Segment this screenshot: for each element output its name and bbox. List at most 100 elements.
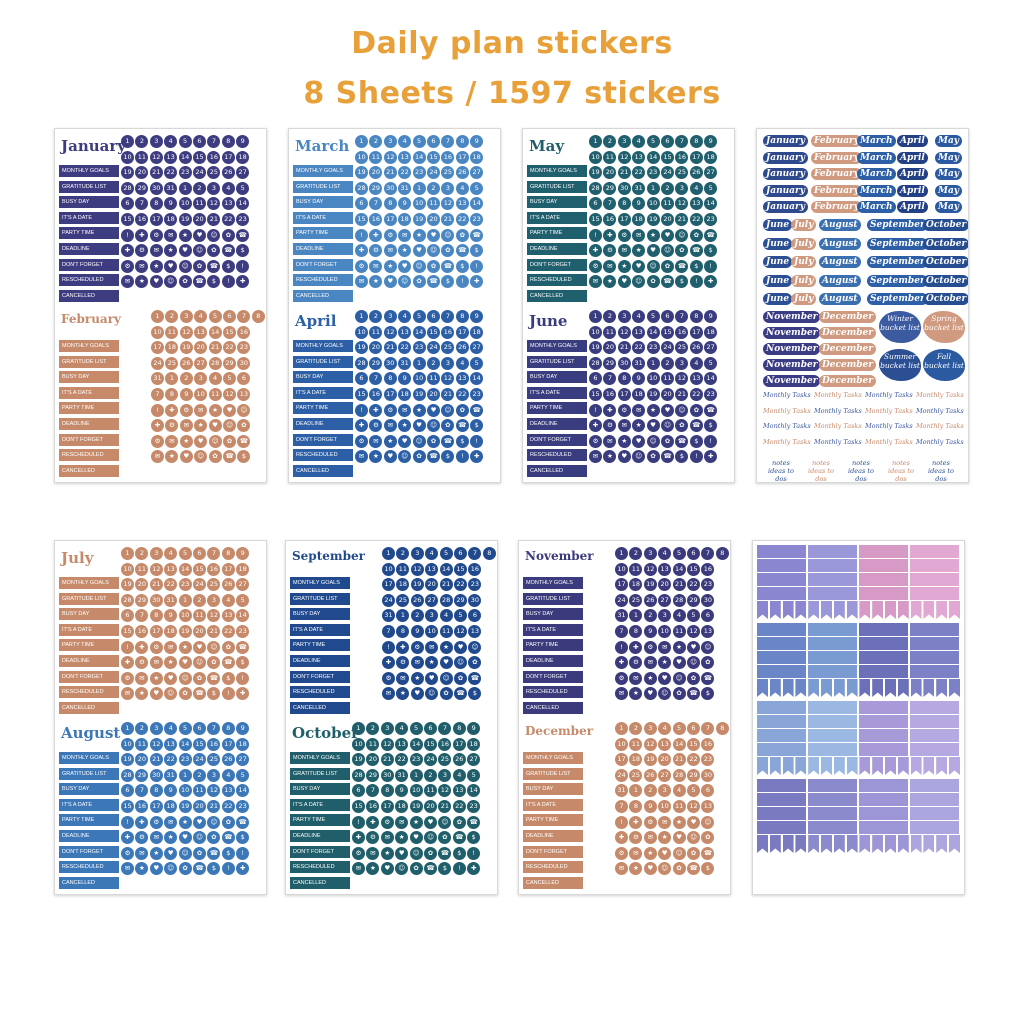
day-number-sticker: 8	[221, 547, 235, 560]
icon-sticker: ★	[658, 656, 672, 670]
icon-sticker: ✉	[355, 275, 368, 289]
month-word-sticker: August	[819, 293, 861, 305]
index-tab-sticker	[808, 793, 857, 806]
month-word-sticker: December	[819, 375, 877, 387]
label-sticker: MONTHLY GOALS	[527, 340, 587, 352]
day-number-sticker: 3	[675, 181, 689, 195]
day-number-sticker: 17	[689, 325, 703, 339]
day-number-sticker: 31	[398, 356, 412, 370]
flag-sticker	[910, 757, 922, 775]
day-number-sticker: 11	[661, 372, 674, 386]
day-number-sticker: 12	[383, 150, 397, 164]
flag-sticker	[808, 835, 820, 853]
day-number-sticker: 9	[730, 547, 731, 560]
flag-sticker	[949, 835, 960, 853]
icon-sticker: ✿	[223, 434, 236, 448]
day-number-sticker: 28	[121, 593, 134, 607]
icon-sticker: ★	[632, 244, 646, 258]
month-word-sticker: July	[791, 274, 817, 287]
icon-sticker: ♥	[208, 419, 222, 433]
day-number-sticker: 2	[369, 135, 383, 148]
day-number-sticker: 2	[135, 547, 149, 560]
day-number-sticker: 21	[207, 800, 221, 813]
index-tab-sticker	[757, 637, 806, 650]
day-number-sticker: 20	[658, 578, 672, 592]
day-number-sticker: 31	[382, 609, 395, 623]
month-word-sticker: March	[857, 151, 896, 164]
icon-sticker: ✚	[165, 403, 179, 417]
day-number-sticker: 22	[221, 213, 235, 226]
icon-sticker: !	[455, 275, 469, 289]
icon-sticker: ☎	[704, 403, 718, 417]
month-word-sticker: May	[935, 168, 963, 180]
flag-sticker	[808, 679, 820, 697]
day-number-sticker: 11	[208, 388, 222, 401]
icon-sticker: ✉	[121, 275, 134, 289]
label-sticker: BUSY DAY	[59, 371, 119, 384]
icon-sticker: ☎	[454, 687, 467, 701]
icon-sticker: ♥	[617, 275, 631, 289]
icon-sticker: ☺	[164, 862, 178, 876]
day-number-sticker: 8	[482, 547, 496, 560]
day-number-sticker: 10	[194, 388, 208, 401]
index-tab-sticker	[859, 665, 908, 678]
day-number-sticker: 13	[221, 197, 235, 211]
day-number-sticker: 14	[178, 562, 192, 576]
day-number-sticker: 1	[178, 181, 192, 195]
day-number-sticker: 1	[629, 784, 643, 798]
day-number-sticker: 2	[135, 135, 149, 148]
day-number-sticker: 7	[135, 609, 149, 623]
month-word-sticker: August	[819, 256, 861, 268]
label-sticker: IT'S A DATE	[293, 211, 353, 224]
day-number-sticker: 24	[427, 341, 440, 355]
day-number-sticker: 30	[383, 181, 397, 195]
day-number-sticker: 3	[194, 372, 208, 386]
label-sticker: CANCELLED	[523, 701, 583, 714]
icon-sticker: ☺	[454, 656, 467, 670]
icon-sticker: ☺	[207, 228, 221, 242]
icon-sticker: ✿	[221, 640, 235, 654]
day-number-sticker: 8	[617, 372, 631, 386]
icon-sticker: ★	[194, 419, 208, 433]
icon-sticker: ★	[178, 228, 192, 242]
flag-sticker	[769, 679, 781, 697]
day-number-sticker: 1	[412, 356, 426, 370]
icon-sticker: ✿	[412, 450, 426, 464]
label-sticker: PARTY TIME	[59, 402, 119, 415]
label-sticker: MONTHLY GOALS	[523, 752, 583, 764]
day-number-sticker: 8	[383, 372, 397, 386]
index-tab-sticker	[859, 573, 908, 586]
day-number-sticker: 5	[236, 593, 250, 607]
day-number-sticker: 20	[603, 166, 617, 180]
icon-sticker: ✚	[470, 275, 484, 289]
icon-sticker: ✉	[398, 403, 412, 417]
flag-sticker	[833, 757, 845, 775]
day-number-sticker: 23	[468, 578, 482, 592]
icon-sticker: ♥	[646, 244, 660, 258]
day-number-sticker: 23	[701, 753, 715, 767]
day-number-sticker: 7	[369, 197, 383, 211]
index-tab-sticker	[859, 729, 908, 742]
icon-sticker: ✚	[704, 275, 718, 289]
monthly-tasks-sticker: Monthly Tasks	[763, 437, 811, 446]
day-number-sticker: 15	[687, 737, 700, 751]
icon-sticker: !	[470, 259, 484, 273]
icon-sticker: $	[237, 450, 251, 464]
flag-sticker	[923, 757, 935, 775]
icon-sticker: ☺	[425, 687, 439, 701]
day-number-sticker: 10	[382, 562, 395, 576]
day-number-sticker: 24	[382, 593, 395, 607]
icon-sticker: !	[121, 228, 134, 242]
month-word-sticker: February	[811, 168, 863, 180]
day-number-sticker: 3	[383, 135, 397, 148]
day-number-sticker: 2	[410, 609, 424, 623]
day-number-sticker: 1	[646, 181, 660, 195]
icon-sticker: !	[589, 403, 602, 417]
icon-sticker: ⚙	[629, 656, 643, 670]
day-number-sticker: 11	[427, 197, 440, 211]
icon-sticker: ⚙	[135, 656, 149, 670]
label-sticker: IT'S A DATE	[59, 623, 119, 636]
day-number-sticker: 15	[687, 562, 700, 576]
day-number-sticker: 25	[629, 768, 643, 782]
icon-sticker: ☺	[441, 403, 455, 417]
